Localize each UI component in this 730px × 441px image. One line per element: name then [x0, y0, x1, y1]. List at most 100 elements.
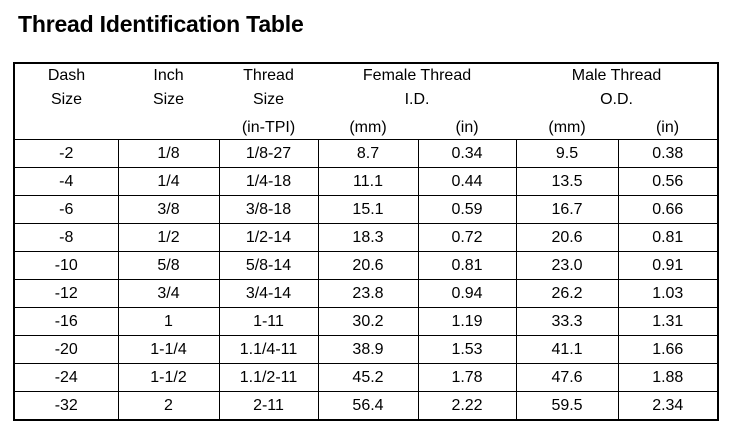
cell-dash-size: -2	[13, 139, 119, 168]
cell-female-id-in: 0.34	[417, 139, 517, 168]
cell-male-od-mm: 26.2	[515, 279, 619, 308]
cell-female-id-mm: 23.8	[317, 279, 419, 308]
cell-female-id-mm: 11.1	[317, 167, 419, 196]
table-row: -8 1/2 1/2-14 18.3 0.72 20.6 0.81	[13, 223, 719, 252]
cell-inch-size: 5/8	[117, 251, 220, 280]
cell-male-od-mm: 16.7	[515, 195, 619, 224]
header-row-units: (in-TPI) (mm) (in) (mm) (in)	[14, 112, 718, 140]
header-row-2: Size Size Size I.D. O.D.	[14, 88, 718, 112]
table-row: -10 5/8 5/8-14 20.6 0.81 23.0 0.91	[13, 251, 719, 280]
cell-inch-size: 1-1/2	[117, 363, 220, 392]
header-row-1: Dash Inch Thread Female Thread Male Thre…	[14, 63, 718, 88]
thread-identification-table: Dash Inch Thread Female Thread Male Thre…	[13, 62, 720, 421]
cell-male-od-in: 0.66	[617, 195, 719, 224]
cell-inch-size: 1/8	[117, 139, 220, 168]
header-female-thread: Female Thread	[362, 67, 472, 84]
cell-dash-size: -10	[13, 251, 119, 280]
header-male-in-unit: (in)	[655, 119, 680, 136]
cell-male-od-in: 2.34	[617, 391, 719, 421]
cell-dash-size: -6	[13, 195, 119, 224]
cell-female-id-in: 0.81	[417, 251, 517, 280]
cell-female-id-mm: 56.4	[317, 391, 419, 421]
cell-dash-size: -12	[13, 279, 119, 308]
cell-female-id-mm: 30.2	[317, 307, 419, 336]
cell-female-id-mm: 18.3	[317, 223, 419, 252]
table-row: -12 3/4 3/4-14 23.8 0.94 26.2 1.03	[13, 279, 719, 308]
cell-thread-size: 1.1/4-11	[218, 335, 319, 364]
cell-male-od-in: 0.38	[617, 139, 719, 168]
table-row: -6 3/8 3/8-18 15.1 0.59 16.7 0.66	[13, 195, 719, 224]
cell-male-od-mm: 13.5	[515, 167, 619, 196]
cell-male-od-mm: 9.5	[515, 139, 619, 168]
cell-female-id-in: 0.59	[417, 195, 517, 224]
cell-dash-size: -4	[13, 167, 119, 196]
header-thread-size: Size	[252, 91, 285, 108]
cell-thread-size: 1/2-14	[218, 223, 319, 252]
cell-inch-size: 1-1/4	[117, 335, 220, 364]
cell-male-od-mm: 23.0	[515, 251, 619, 280]
header-female-id: I.D.	[404, 91, 430, 108]
cell-dash-size: -24	[13, 363, 119, 392]
cell-thread-size: 1-11	[218, 307, 319, 336]
header-female-mm-unit: (mm)	[349, 119, 387, 136]
cell-female-id-in: 0.72	[417, 223, 517, 252]
header-dash: Dash	[47, 67, 86, 84]
cell-female-id-in: 1.53	[417, 335, 517, 364]
cell-inch-size: 1/4	[117, 167, 220, 196]
cell-male-od-in: 1.88	[617, 363, 719, 392]
cell-female-id-in: 0.44	[417, 167, 517, 196]
cell-thread-size: 1/8-27	[218, 139, 319, 168]
cell-male-od-mm: 20.6	[515, 223, 619, 252]
cell-male-od-in: 0.56	[617, 167, 719, 196]
table-row: -32 2 2-11 56.4 2.22 59.5 2.34	[13, 391, 719, 421]
cell-thread-size: 2-11	[218, 391, 319, 421]
cell-female-id-mm: 38.9	[317, 335, 419, 364]
cell-male-od-in: 0.91	[617, 251, 719, 280]
cell-thread-size: 1.1/2-11	[218, 363, 319, 392]
cell-female-id-mm: 45.2	[317, 363, 419, 392]
table-row: -2 1/8 1/8-27 8.7 0.34 9.5 0.38	[13, 139, 719, 168]
cell-male-od-in: 1.31	[617, 307, 719, 336]
cell-male-od-mm: 59.5	[515, 391, 619, 421]
table-row: -20 1-1/4 1.1/4-11 38.9 1.53 41.1 1.66	[13, 335, 719, 364]
cell-female-id-in: 2.22	[417, 391, 517, 421]
cell-thread-size: 3/8-18	[218, 195, 319, 224]
cell-inch-size: 1/2	[117, 223, 220, 252]
page-title: Thread Identification Table	[18, 11, 304, 37]
header-thread-units: (in-TPI)	[241, 119, 296, 136]
cell-inch-size: 3/8	[117, 195, 220, 224]
cell-inch-size: 3/4	[117, 279, 220, 308]
cell-dash-size: -20	[13, 335, 119, 364]
table-body: -2 1/8 1/8-27 8.7 0.34 9.5 0.38 -4 1/4 1…	[13, 139, 719, 421]
cell-inch-size: 2	[117, 391, 220, 421]
cell-female-id-in: 1.19	[417, 307, 517, 336]
cell-dash-size: -32	[13, 391, 119, 421]
table-row: -4 1/4 1/4-18 11.1 0.44 13.5 0.56	[13, 167, 719, 196]
header-inch: Inch	[153, 67, 184, 84]
cell-thread-size: 5/8-14	[218, 251, 319, 280]
table-row: -24 1-1/2 1.1/2-11 45.2 1.78 47.6 1.88	[13, 363, 719, 392]
cell-thread-size: 1/4-18	[218, 167, 319, 196]
cell-dash-size: -16	[13, 307, 119, 336]
cell-male-od-in: 1.66	[617, 335, 719, 364]
header-inch-size: Size	[152, 91, 185, 108]
cell-female-id-mm: 8.7	[317, 139, 419, 168]
header-inch-units-empty	[118, 112, 219, 140]
header-thread: Thread	[243, 67, 294, 84]
cell-male-od-mm: 47.6	[515, 363, 619, 392]
cell-dash-size: -8	[13, 223, 119, 252]
cell-inch-size: 1	[117, 307, 220, 336]
cell-female-id-mm: 20.6	[317, 251, 419, 280]
header-dash-units-empty	[14, 112, 118, 140]
cell-male-od-in: 1.03	[617, 279, 719, 308]
cell-male-od-mm: 41.1	[515, 335, 619, 364]
header-male-mm-unit: (mm)	[548, 119, 586, 136]
cell-thread-size: 3/4-14	[218, 279, 319, 308]
header-male-thread: Male Thread	[571, 67, 662, 84]
cell-female-id-in: 1.78	[417, 363, 517, 392]
table-header: Dash Inch Thread Female Thread Male Thre…	[14, 63, 718, 140]
cell-female-id-mm: 15.1	[317, 195, 419, 224]
header-female-in-unit: (in)	[455, 119, 479, 136]
header-dash-size: Size	[50, 91, 83, 108]
